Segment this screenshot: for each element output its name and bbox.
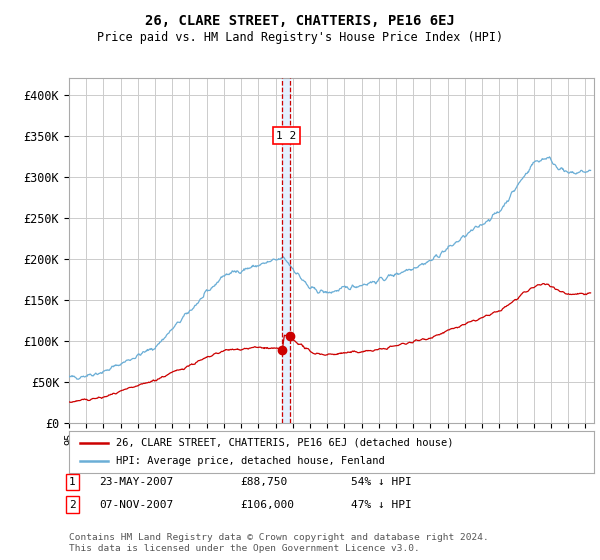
Text: £106,000: £106,000 — [240, 500, 294, 510]
Text: 26, CLARE STREET, CHATTERIS, PE16 6EJ (detached house): 26, CLARE STREET, CHATTERIS, PE16 6EJ (d… — [116, 438, 454, 448]
Text: 23-MAY-2007: 23-MAY-2007 — [99, 477, 173, 487]
Text: 1 2: 1 2 — [276, 131, 296, 141]
Text: £88,750: £88,750 — [240, 477, 287, 487]
Text: 07-NOV-2007: 07-NOV-2007 — [99, 500, 173, 510]
Bar — [282, 78, 290, 423]
Text: HPI: Average price, detached house, Fenland: HPI: Average price, detached house, Fenl… — [116, 456, 385, 466]
Text: 1: 1 — [69, 477, 76, 487]
Text: 2: 2 — [69, 500, 76, 510]
Text: 26, CLARE STREET, CHATTERIS, PE16 6EJ: 26, CLARE STREET, CHATTERIS, PE16 6EJ — [145, 14, 455, 28]
Text: Contains HM Land Registry data © Crown copyright and database right 2024.
This d: Contains HM Land Registry data © Crown c… — [69, 533, 489, 553]
Text: 54% ↓ HPI: 54% ↓ HPI — [351, 477, 412, 487]
Text: Price paid vs. HM Land Registry's House Price Index (HPI): Price paid vs. HM Land Registry's House … — [97, 31, 503, 44]
Text: 47% ↓ HPI: 47% ↓ HPI — [351, 500, 412, 510]
